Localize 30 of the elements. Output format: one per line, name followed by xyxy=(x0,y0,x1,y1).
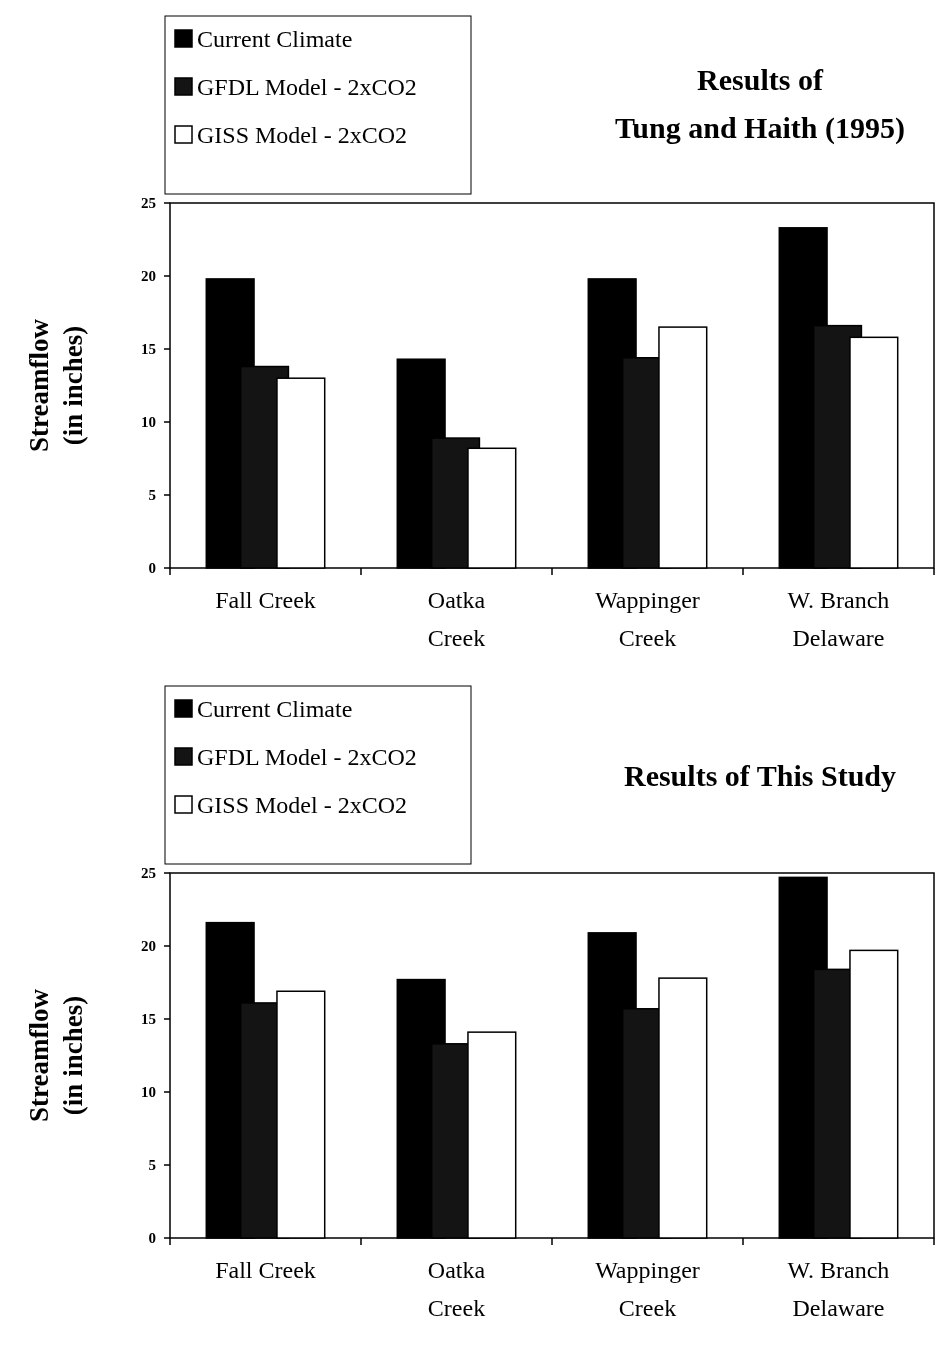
x-tick-label: Fall Creek xyxy=(215,587,316,613)
y-tick-label: 20 xyxy=(141,268,156,285)
y-axis-title: Streamflow (in inches) xyxy=(24,988,88,1122)
x-tick-label: W. Branch Delaware xyxy=(787,587,890,651)
x-tick-label: Oatka Creek xyxy=(427,1257,486,1321)
x-tick-label: Fall Creek xyxy=(215,1257,316,1283)
legend-label: Current Climate xyxy=(197,26,353,53)
y-tick-label: 25 xyxy=(141,865,156,882)
legend-label: GFDL Model - 2xCO2 xyxy=(197,74,417,101)
x-tick-label: Wappinger Creek xyxy=(595,1257,700,1321)
y-tick-label: 20 xyxy=(141,938,156,955)
legend-label: GISS Model - 2xCO2 xyxy=(197,122,408,149)
legend-label: GISS Model - 2xCO2 xyxy=(197,792,408,819)
y-tick-label: 5 xyxy=(148,1157,156,1174)
y-tick-label: 15 xyxy=(141,341,156,358)
y-tick-label: 25 xyxy=(141,195,156,212)
y-tick-label: 10 xyxy=(141,414,156,431)
legend-label: GFDL Model - 2xCO2 xyxy=(197,744,417,771)
x-tick-label: Oatka Creek xyxy=(427,587,486,651)
y-tick-label: 10 xyxy=(141,1084,156,1101)
chart-title: Results of This Study xyxy=(623,759,897,792)
y-tick-label: 0 xyxy=(148,560,156,577)
chart-title: Results of Tung and Haith (1995) xyxy=(615,63,905,145)
y-tick-label: 5 xyxy=(148,487,156,504)
y-tick-label: 0 xyxy=(148,1230,156,1247)
legend-label: Current Climate xyxy=(197,696,353,723)
y-tick-label: 15 xyxy=(141,1011,156,1028)
x-tick-label: Wappinger Creek xyxy=(595,587,700,651)
y-axis-title: Streamflow (in inches) xyxy=(24,318,88,452)
x-tick-label: W. Branch Delaware xyxy=(787,1257,890,1321)
